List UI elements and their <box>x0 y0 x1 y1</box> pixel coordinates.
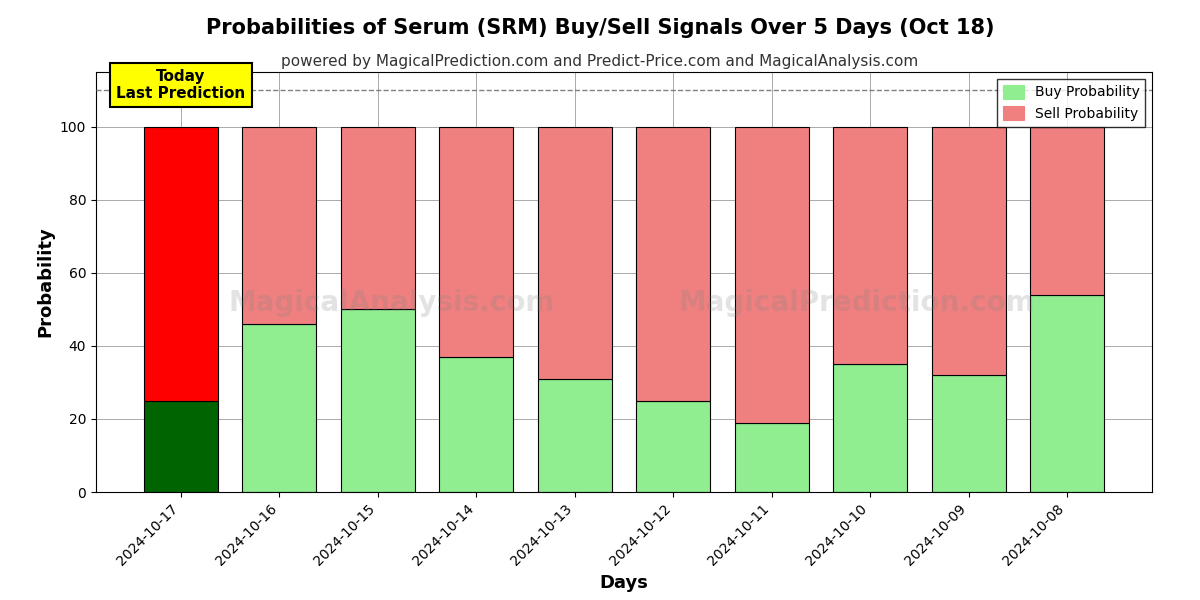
Bar <box>242 324 317 492</box>
Text: powered by MagicalPrediction.com and Predict-Price.com and MagicalAnalysis.com: powered by MagicalPrediction.com and Pre… <box>281 54 919 69</box>
Bar <box>538 379 612 492</box>
Bar <box>341 127 415 310</box>
Text: Today
Last Prediction: Today Last Prediction <box>116 69 246 101</box>
Bar <box>636 127 710 401</box>
Bar <box>538 127 612 379</box>
Bar <box>144 127 218 401</box>
Bar <box>242 127 317 324</box>
Bar <box>1030 127 1104 295</box>
Bar <box>931 127 1006 375</box>
Bar <box>341 310 415 492</box>
Bar <box>439 357 514 492</box>
Bar <box>144 401 218 492</box>
Y-axis label: Probability: Probability <box>36 227 54 337</box>
Bar <box>1030 295 1104 492</box>
Bar <box>636 401 710 492</box>
Bar <box>833 127 907 364</box>
Bar <box>833 364 907 492</box>
Bar <box>734 127 809 422</box>
X-axis label: Days: Days <box>600 574 648 592</box>
Legend: Buy Probability, Sell Probability: Buy Probability, Sell Probability <box>997 79 1145 127</box>
Text: MagicalAnalysis.com: MagicalAnalysis.com <box>228 289 554 317</box>
Bar <box>931 375 1006 492</box>
Text: Probabilities of Serum (SRM) Buy/Sell Signals Over 5 Days (Oct 18): Probabilities of Serum (SRM) Buy/Sell Si… <box>205 18 995 38</box>
Bar <box>734 422 809 492</box>
Text: MagicalPrediction.com: MagicalPrediction.com <box>678 289 1034 317</box>
Bar <box>439 127 514 357</box>
